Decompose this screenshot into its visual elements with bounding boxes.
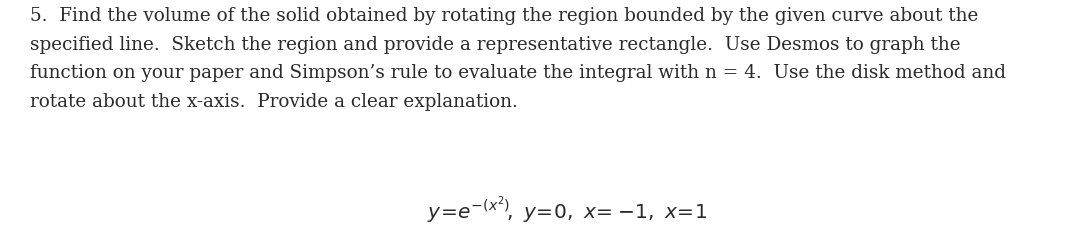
Text: $y\!=\!e^{-(x^2)}\!,\ y\!=\!0,\ x\!=\!-\!1,\ x\!=\!1$: $y\!=\!e^{-(x^2)}\!,\ y\!=\!0,\ x\!=\!-\… — [427, 195, 707, 226]
Text: 5.  Find the volume of the solid obtained by rotating the region bounded by the : 5. Find the volume of the solid obtained… — [30, 7, 1007, 111]
